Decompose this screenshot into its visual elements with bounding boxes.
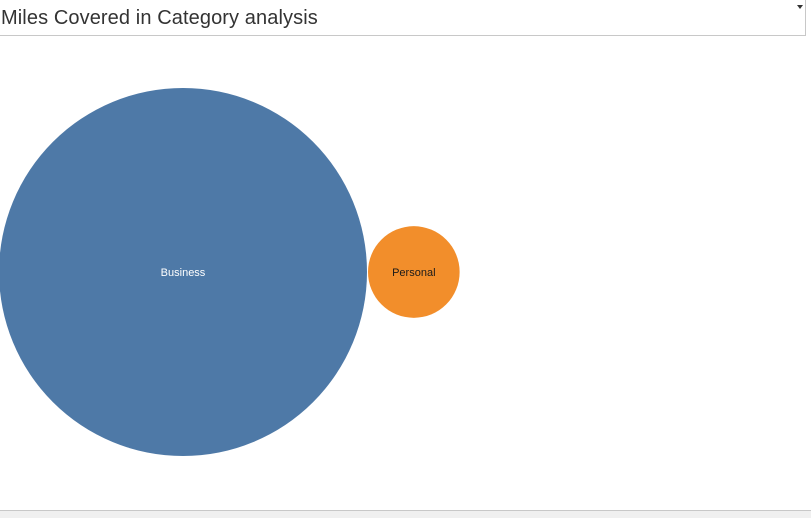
bubble-chart: Business Personal [0, 37, 811, 510]
bubble-chart-svg: Business Personal [0, 88, 460, 456]
bubble-label-business: Business [161, 267, 206, 279]
caret-down-icon[interactable] [797, 5, 803, 9]
bubble-personal[interactable] [368, 226, 460, 318]
bubble-label-personal: Personal [392, 267, 435, 279]
bottom-scroll-bar[interactable] [0, 510, 811, 518]
sheet-title-dropdown[interactable]: Miles Covered in Category analysis [0, 0, 806, 36]
sheet-title: Miles Covered in Category analysis [1, 7, 318, 29]
bubble-business[interactable] [0, 88, 367, 456]
